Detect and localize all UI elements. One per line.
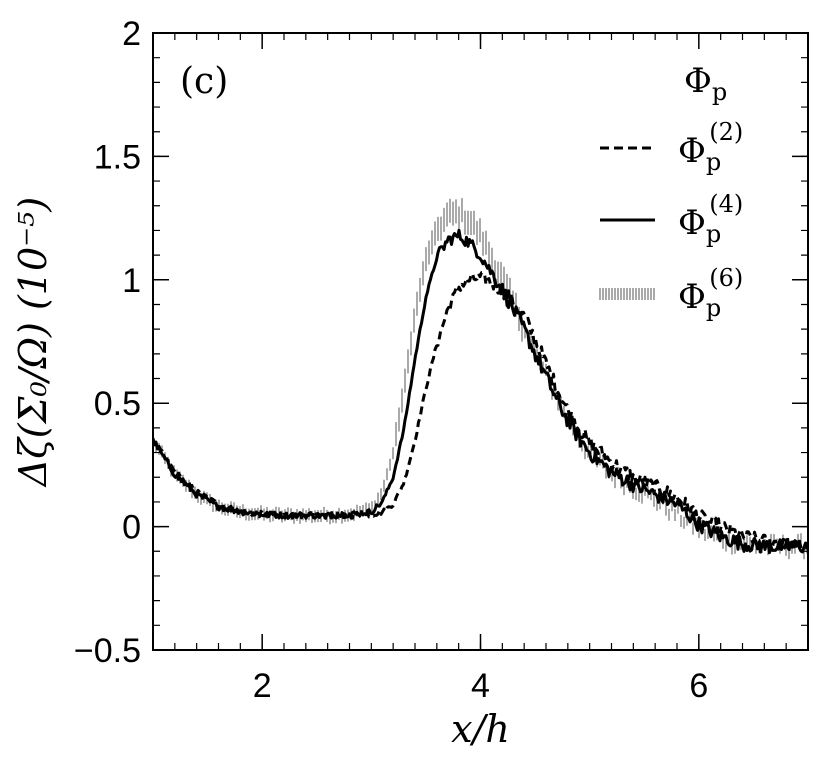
y-axis-label: Δζ(Σ₀/Ω) (10⁻⁵) — [11, 197, 55, 488]
legend-label-solid: Φp(4) — [678, 190, 743, 248]
legend-title: Φp — [684, 61, 727, 106]
plot-area — [153, 198, 808, 560]
y-tick-label: 0 — [122, 509, 141, 547]
series-phi-p6 — [153, 198, 808, 560]
series-phi-p6-hatch — [153, 198, 808, 560]
x-tick-label: 4 — [471, 667, 490, 705]
legend-label-dashed: Φp(2) — [678, 118, 743, 176]
y-tick-label: 1 — [122, 262, 141, 300]
legend-swatch-hatched — [599, 288, 655, 300]
y-tick-label: 2 — [122, 15, 141, 53]
panel-label: (c) — [180, 61, 228, 102]
x-tick-label: 2 — [253, 667, 272, 705]
legend-label-hatched: Φp(6) — [678, 264, 743, 322]
x-axis-label: x/h — [451, 707, 510, 751]
y-tick-label: 1.5 — [94, 138, 141, 176]
y-tick-label: −0.5 — [74, 632, 141, 670]
series-phi-p4 — [153, 228, 808, 555]
series-phi-p4-line — [153, 228, 808, 555]
y-tick-label: 0.5 — [94, 385, 141, 423]
x-tick-label: 6 — [689, 667, 708, 705]
